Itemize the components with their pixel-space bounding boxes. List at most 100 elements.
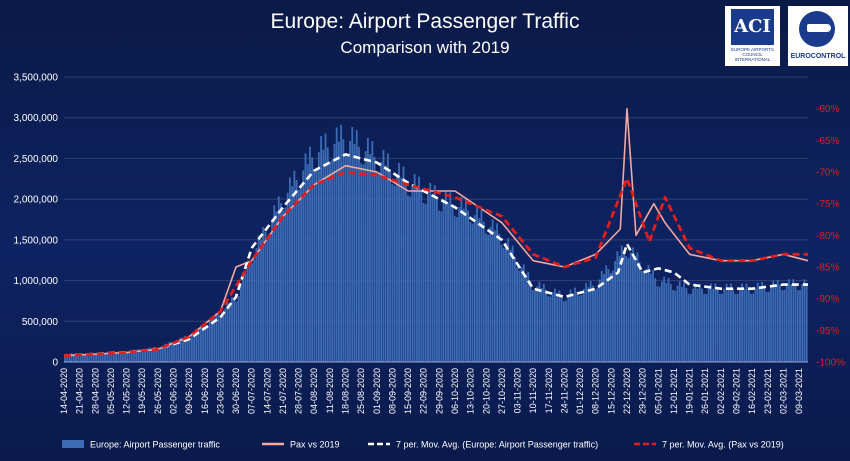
bar — [257, 235, 260, 362]
bar — [458, 206, 461, 362]
bar — [182, 338, 184, 362]
x-tick-label: 23-02-2021 — [763, 368, 773, 414]
bar — [266, 237, 269, 362]
bar — [373, 156, 376, 362]
bar — [451, 204, 454, 362]
bar — [605, 265, 608, 362]
x-tick-label: 12-01-2021 — [669, 368, 679, 414]
bar — [409, 196, 412, 362]
bar — [801, 284, 804, 362]
bar — [84, 353, 86, 362]
y2-tick-label: -60% — [816, 104, 839, 115]
bar — [781, 290, 784, 362]
bar — [547, 295, 550, 362]
legend-label: Pax vs 2019 — [290, 440, 340, 450]
bar — [75, 353, 77, 362]
bar — [587, 287, 590, 362]
bar — [569, 289, 572, 362]
aci-logo-text: EUROPE AIRPORTS COUNCIL INTERNATIONAL — [731, 47, 774, 62]
bar — [320, 136, 322, 362]
bar — [384, 165, 387, 362]
bar — [531, 290, 534, 362]
x-tick-label: 22-09-2020 — [419, 368, 429, 414]
bar — [551, 292, 554, 362]
bar — [712, 288, 715, 362]
bar — [353, 143, 356, 362]
bar — [747, 288, 750, 362]
bar — [591, 285, 594, 362]
bar — [380, 161, 383, 362]
bar — [574, 287, 576, 362]
y2-tick-label: -85% — [816, 263, 839, 274]
bar — [413, 174, 416, 362]
bar — [734, 293, 737, 362]
bar — [585, 282, 588, 362]
bar — [293, 170, 296, 362]
bar — [603, 274, 605, 362]
bar — [360, 163, 363, 362]
x-tick-label: 05-05-2020 — [106, 368, 116, 414]
x-tick-label: 16-02-2021 — [747, 368, 757, 414]
bar — [654, 278, 657, 362]
bar — [133, 349, 135, 362]
bar — [101, 352, 104, 362]
bar — [126, 352, 129, 362]
bar — [233, 299, 236, 362]
bar — [429, 182, 432, 362]
bar — [696, 288, 699, 362]
bar — [193, 332, 196, 362]
bar — [803, 279, 806, 362]
bar — [186, 336, 189, 362]
bar — [117, 351, 120, 362]
bar — [498, 234, 501, 362]
bar — [709, 283, 712, 362]
chart-title: Europe: Airport Passenger Traffic — [270, 10, 580, 33]
bar — [346, 155, 349, 362]
y-tick-label: 2,500,000 — [14, 154, 59, 165]
bar — [322, 149, 325, 362]
bar — [491, 219, 494, 362]
legend-label: 7 per. Mov. Avg. (Pax vs 2019) — [662, 440, 784, 450]
bar — [725, 283, 728, 362]
bar — [507, 238, 510, 362]
bar — [106, 352, 109, 362]
bar — [342, 139, 345, 362]
bar — [556, 294, 559, 362]
bar — [159, 347, 162, 362]
bar — [578, 295, 581, 362]
bar — [362, 164, 365, 362]
bar — [173, 343, 175, 362]
bar — [549, 296, 552, 362]
bar — [567, 295, 570, 362]
bar — [431, 195, 434, 362]
bar — [164, 343, 167, 362]
bar — [649, 273, 652, 362]
bar — [500, 244, 503, 362]
aci-europe-logo: ACI EUROPE AIRPORTS COUNCIL INTERNATIONA… — [725, 6, 780, 66]
bar — [248, 261, 251, 362]
bar — [554, 288, 556, 362]
bar — [647, 264, 650, 362]
x-tick-label: 15-12-2020 — [606, 368, 616, 414]
bar — [447, 202, 449, 362]
bar — [184, 335, 187, 362]
bar — [273, 205, 276, 362]
y2-tick-label: -70% — [816, 168, 839, 179]
bar — [634, 257, 637, 362]
bar — [206, 325, 209, 362]
bar — [489, 227, 492, 362]
bar — [239, 285, 242, 362]
bar — [128, 351, 131, 362]
bar — [382, 149, 385, 362]
bar — [609, 273, 612, 362]
bar — [95, 354, 98, 362]
bar — [137, 349, 140, 362]
bar — [656, 286, 659, 362]
bar — [157, 348, 160, 362]
x-tick-label: 16-06-2020 — [200, 368, 210, 414]
bar — [482, 221, 485, 362]
bar — [520, 267, 523, 362]
bar — [344, 153, 347, 362]
x-tick-label: 09-02-2021 — [732, 368, 742, 414]
bar — [478, 218, 481, 362]
